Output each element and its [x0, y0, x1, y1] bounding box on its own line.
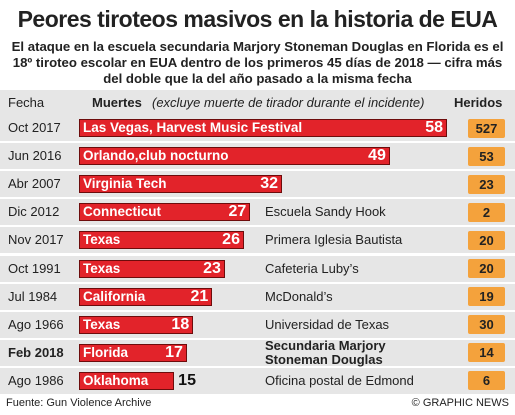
header-date: Fecha [8, 95, 45, 110]
bar [79, 371, 175, 390]
row-background [0, 339, 515, 366]
detail-label: Cafeteria Luby’s [265, 260, 359, 276]
detail-label: Universidad de Texas [265, 316, 390, 332]
row-background [0, 227, 515, 254]
date-label: Oct 1991 [8, 260, 61, 276]
value-label: 49 [368, 147, 386, 165]
value-label: 26 [222, 231, 240, 249]
date-label: Oct 2017 [8, 120, 61, 135]
injured-label: 20 [468, 259, 505, 278]
bar [79, 315, 194, 334]
source: Fuente: Gun Violence Archive [6, 397, 152, 409]
date-label: Jul 1984 [8, 288, 58, 304]
value-label: 17 [165, 343, 183, 361]
category-label: Connecticut [83, 204, 162, 220]
detail-label: Secundaria Marjory Stoneman Douglas [265, 337, 386, 367]
category-label: Texas [83, 316, 121, 332]
header-note: (excluye muerte de tirador durante el in… [152, 95, 425, 110]
header-deaths: Muertes [92, 95, 142, 110]
bar [79, 203, 251, 222]
injured-label: 527 [468, 118, 505, 138]
injured-label: 6 [468, 371, 505, 391]
category-label: California [83, 288, 146, 304]
category-label: Florida [83, 344, 129, 360]
category-label: Virginia Tech [83, 176, 167, 192]
header-injured: Heridos [454, 95, 503, 110]
category-label: Las Vegas, Harvest Music Festival [83, 120, 303, 135]
value-label: 23 [203, 259, 221, 277]
detail-label: McDonald’s [265, 288, 333, 304]
credit: © GRAPHIC NEWS [411, 397, 509, 409]
injured-label: 23 [468, 174, 505, 194]
subtitle: El ataque en la escuela secundaria Marjo… [11, 39, 504, 86]
injured-label: 53 [468, 146, 505, 166]
date-label: Dic 2012 [8, 204, 60, 220]
category-label: Oklahoma [83, 372, 149, 388]
bar [79, 343, 187, 362]
bar [79, 231, 244, 250]
category-label: Orlando,club nocturno [83, 148, 229, 164]
row-background [0, 255, 515, 282]
bar [79, 287, 213, 306]
value-label: 18 [171, 315, 190, 333]
bar [79, 175, 283, 194]
injured-label: 30 [468, 315, 505, 335]
value-label: 32 [260, 175, 279, 193]
chart-title: Peores tiroteos masivos en la historia d… [17, 6, 498, 32]
injured-label: 2 [468, 202, 505, 222]
date-label: Ago 1966 [8, 316, 64, 332]
header-row [0, 90, 515, 116]
date-label: Abr 2007 [8, 176, 61, 192]
value-label: 15 [178, 371, 196, 389]
date-label: Jun 2016 [8, 148, 62, 164]
value-label: 27 [228, 203, 247, 221]
value-label: 21 [190, 287, 209, 305]
injured-label: 19 [468, 287, 505, 307]
detail-label: Oficina postal de Edmond [265, 372, 414, 388]
bar [79, 147, 390, 166]
date-label: Nov 2017 [8, 232, 64, 248]
detail-label: Primera Iglesia Bautista [265, 232, 403, 248]
category-label: Texas [83, 260, 121, 276]
row-background [0, 199, 515, 226]
detail-label: Escuela Sandy Hook [265, 204, 386, 220]
value-label: 58 [425, 119, 443, 136]
date-label: Ago 1986 [8, 372, 64, 388]
injured-label: 14 [468, 343, 505, 363]
bar [79, 259, 225, 278]
row-background [0, 367, 515, 394]
row-background [0, 311, 515, 338]
injured-label: 20 [468, 230, 505, 250]
category-label: Texas [83, 232, 121, 248]
row-background [0, 283, 515, 310]
bar [79, 119, 447, 137]
date-label: Feb 2018 [8, 344, 64, 360]
